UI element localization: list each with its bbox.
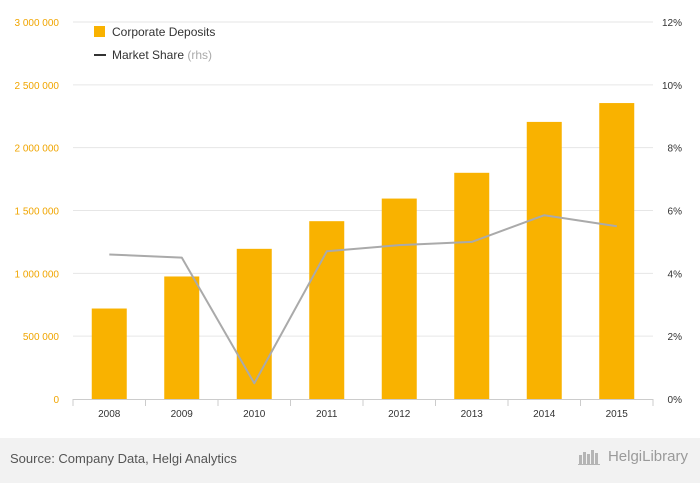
y-left-tick-label: 1 500 000 bbox=[15, 207, 60, 218]
x-tick-label: 2014 bbox=[533, 409, 556, 420]
x-tick-label: 2010 bbox=[243, 409, 266, 420]
brand-logo: HelgiLibrary bbox=[577, 448, 688, 465]
x-tick-label: 2012 bbox=[388, 409, 411, 420]
x-tick-label: 2013 bbox=[461, 409, 484, 420]
y-left-tick-label: 1 000 000 bbox=[15, 269, 60, 280]
legend-swatch-bar bbox=[94, 26, 105, 37]
y-right-tick-label: 0% bbox=[668, 395, 683, 406]
source-note: Source: Company Data, Helgi Analytics bbox=[10, 451, 237, 466]
legend-label-bar: Corporate Deposits bbox=[112, 25, 215, 39]
y-left-tick-label: 2 000 000 bbox=[15, 144, 60, 155]
bars bbox=[91, 103, 635, 400]
axes: 0 0% 500 000 2% 1 000 000 4% 1 500 000 6% 2 000 … bbox=[15, 18, 683, 420]
bar bbox=[381, 198, 417, 399]
y-left-tick-label: 2 500 000 bbox=[15, 81, 60, 92]
grid bbox=[73, 21, 653, 337]
x-tick-label: 2011 bbox=[316, 409, 338, 420]
legend-label-line: Market Share (rhs) bbox=[112, 48, 212, 62]
bar bbox=[526, 121, 562, 399]
library-icon bbox=[577, 449, 600, 465]
bar bbox=[236, 248, 272, 399]
x-tick-label: 2009 bbox=[171, 409, 194, 420]
y-left-tick-label: 3 000 000 bbox=[15, 18, 60, 29]
y-right-tick-label: 12% bbox=[662, 18, 682, 29]
bar bbox=[309, 221, 345, 399]
y-right-tick-label: 10% bbox=[662, 81, 682, 92]
legend: Corporate Deposits Market Share (rhs) bbox=[94, 25, 215, 62]
bar bbox=[454, 172, 490, 399]
market-share-polyline bbox=[109, 214, 617, 385]
y-left-tick-label: 0 bbox=[53, 395, 59, 406]
y-right-tick-label: 4% bbox=[668, 269, 683, 280]
legend-label-line-text: Market Share bbox=[112, 48, 184, 62]
bar bbox=[164, 276, 200, 399]
footer: Source: Company Data, Helgi Analytics He… bbox=[0, 438, 700, 483]
y-right-tick-label: 8% bbox=[668, 144, 683, 155]
legend-label-line-suffix: (rhs) bbox=[187, 48, 212, 62]
y-left-tick-label: 500 000 bbox=[23, 332, 60, 343]
bar bbox=[91, 308, 127, 399]
brand-name: HelgiLibrary bbox=[607, 448, 688, 465]
y-right-tick-label: 2% bbox=[668, 332, 683, 343]
x-tick-label: 2008 bbox=[98, 409, 121, 420]
x-tick-label: 2015 bbox=[606, 409, 629, 420]
market-share-line bbox=[109, 214, 617, 385]
y-right-tick-label: 6% bbox=[668, 207, 683, 218]
bar bbox=[599, 103, 635, 400]
